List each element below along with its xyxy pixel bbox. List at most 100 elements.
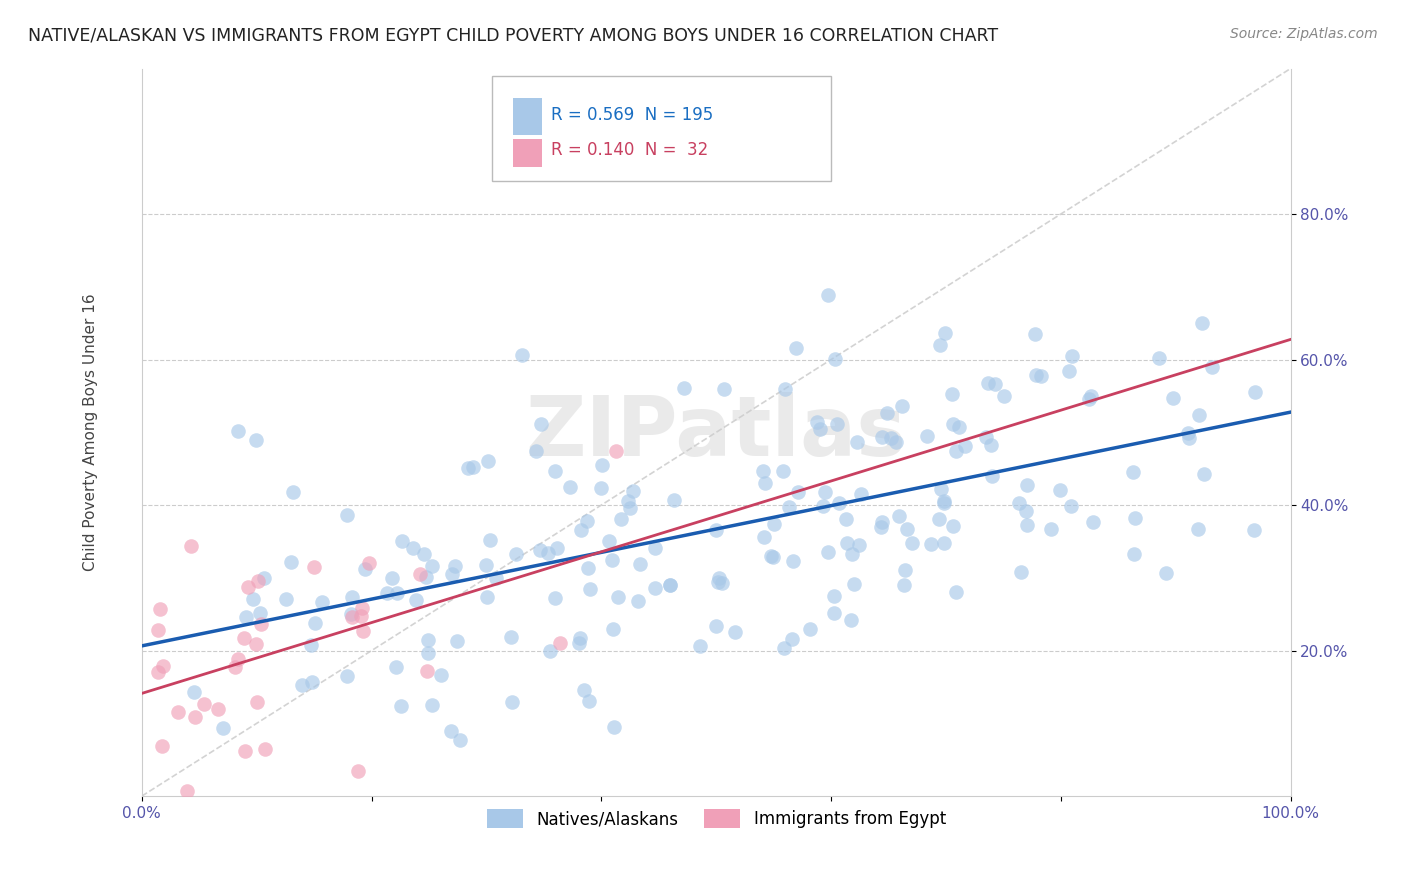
Point [391,533,413,548]
Point [246,574,269,588]
Point [236,580,259,594]
Legend: Natives/Alaskans, Immigrants from Egypt: Natives/Alaskans, Immigrants from Egypt [479,803,952,835]
Point [1154,566,1177,580]
Point [412,547,434,561]
Point [346,764,368,778]
Point [250,616,273,631]
Point [274,592,297,607]
Point [576,514,599,528]
Point [778,500,800,514]
Point [915,428,938,442]
Point [405,592,427,607]
Point [228,424,250,438]
Point [644,581,666,595]
Point [418,633,440,648]
Point [242,591,264,606]
Point [977,376,1000,391]
Point [354,561,377,575]
Point [884,434,907,449]
Point [627,594,650,608]
Point [440,723,463,738]
Point [823,606,845,620]
Point [976,430,998,444]
Point [446,634,468,648]
Point [887,508,910,523]
Point [1178,431,1201,445]
Point [180,539,202,553]
Point [773,640,796,655]
Point [385,660,408,674]
Point [606,590,628,604]
Point [530,417,553,431]
Point [1187,522,1209,536]
Point [389,699,412,714]
Text: Source: ZipAtlas.com: Source: ZipAtlas.com [1230,27,1378,41]
Point [598,533,620,548]
Point [896,522,918,536]
Point [928,512,950,526]
Point [890,399,912,413]
Point [1122,465,1144,479]
Point [211,722,233,736]
Point [846,434,869,449]
Point [233,744,256,758]
Point [707,575,730,590]
Point [1077,392,1099,406]
Point [828,496,851,510]
Point [1024,327,1046,342]
Point [475,558,498,572]
Bar [513,97,541,136]
Point [786,485,808,500]
Point [176,784,198,798]
Point [945,585,967,599]
Point [485,571,508,585]
Point [1123,547,1146,561]
Point [416,646,439,660]
Point [617,493,640,508]
Point [152,659,174,673]
Point [402,541,425,556]
Point [953,440,976,454]
Point [440,566,463,581]
Point [841,548,863,562]
Point [1243,384,1265,399]
Point [1025,368,1047,383]
Point [463,460,485,475]
Point [246,696,269,710]
Point [193,697,215,711]
Point [510,348,533,362]
Point [824,352,846,367]
Text: ZIPatlas: ZIPatlas [526,392,907,473]
Point [839,613,862,627]
Point [901,535,924,549]
Point [761,549,783,564]
Point [785,341,807,355]
Point [232,631,254,645]
Point [457,460,479,475]
Point [281,485,304,500]
Point [505,547,527,561]
Point [538,643,561,657]
Point [544,591,567,605]
Point [811,500,834,514]
Point [993,389,1015,403]
Point [569,523,592,537]
Point [775,382,797,396]
Point [1040,522,1063,536]
Point [835,511,858,525]
Point [479,533,502,548]
Point [706,523,728,537]
Point [754,476,776,491]
Point [207,702,229,716]
Point [253,571,276,585]
Point [475,590,498,604]
Point [291,678,314,692]
Point [984,377,1007,392]
Point [381,571,404,585]
Point [183,685,205,699]
Point [981,468,1004,483]
Point [280,555,302,569]
Point [870,515,893,529]
Point [870,430,893,444]
Point [610,511,633,525]
